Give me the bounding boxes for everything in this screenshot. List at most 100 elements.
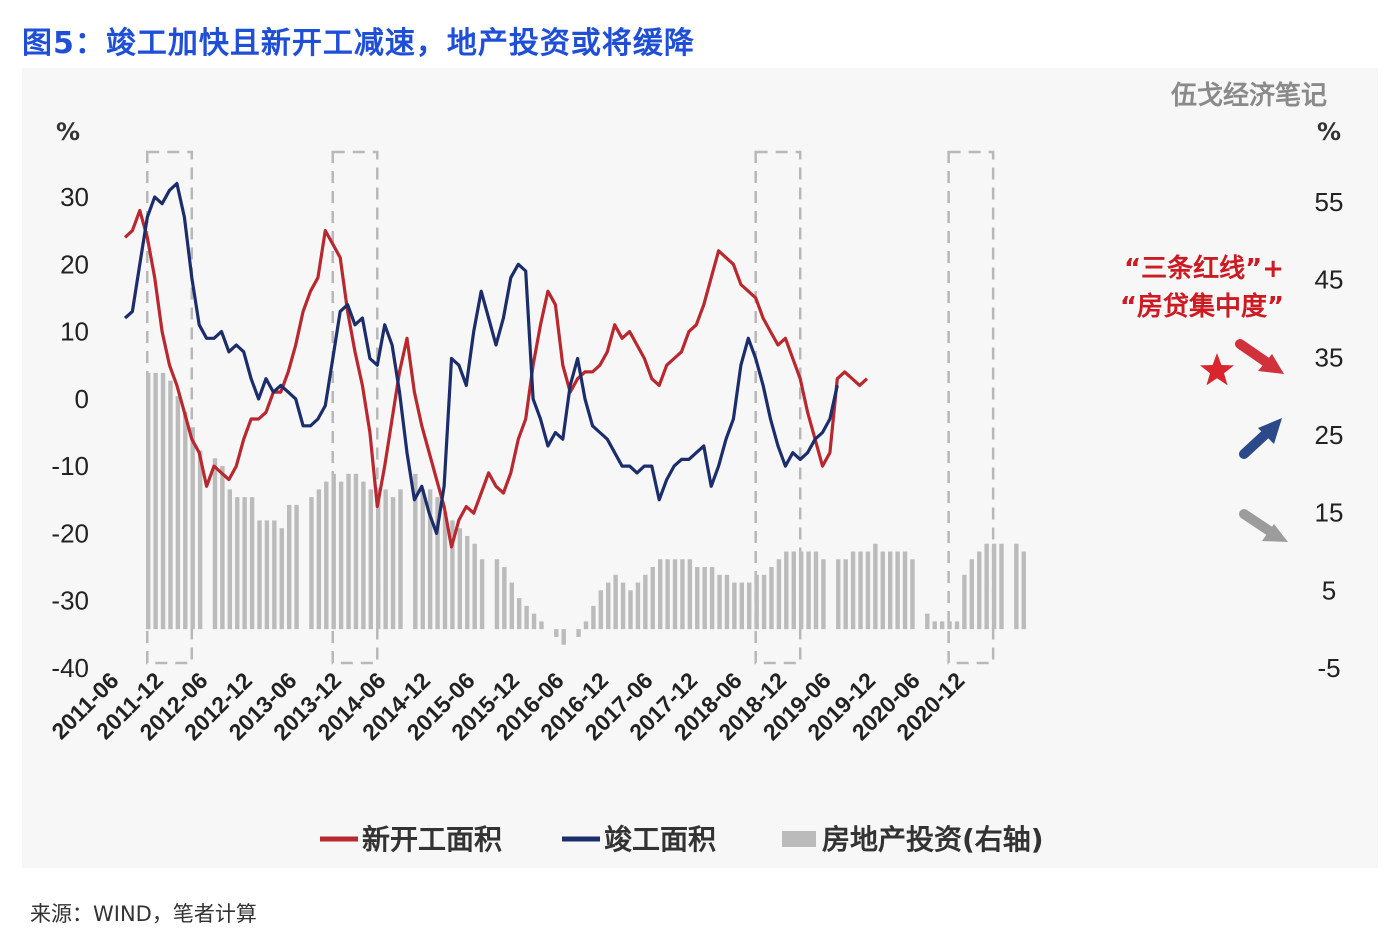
highlight-box-3 xyxy=(754,150,802,665)
watermark: 伍戈经济笔记 xyxy=(1171,80,1327,111)
left-axis-tick: 20 xyxy=(60,249,89,279)
completions-line xyxy=(123,181,839,535)
investment-bar xyxy=(761,574,767,630)
investment-bar xyxy=(1021,551,1026,630)
investment-bar xyxy=(709,567,715,630)
investment-bar xyxy=(539,621,544,630)
investment-bar xyxy=(836,559,841,630)
investment-bar xyxy=(153,372,158,630)
investment-bar xyxy=(264,520,270,630)
investment-bar xyxy=(413,473,418,630)
investment-bar xyxy=(665,559,670,630)
investment-bar xyxy=(591,605,596,630)
investment-bar xyxy=(383,489,388,630)
investment-bar xyxy=(739,582,744,630)
investment-bar xyxy=(932,621,937,630)
investment-bar xyxy=(628,590,633,630)
right-axis-tick: 55 xyxy=(1315,187,1344,217)
investment-bar xyxy=(457,528,463,630)
left-axis-tick: 10 xyxy=(60,317,89,347)
investment-bar xyxy=(865,551,871,630)
investment-bars xyxy=(146,372,1026,645)
new-starts-line xyxy=(123,208,869,549)
left-axis-tick: -20 xyxy=(51,518,89,548)
investment-bar xyxy=(442,512,448,630)
investment-bar xyxy=(361,481,366,630)
right-axis-tick: 15 xyxy=(1315,498,1344,528)
investment-bar xyxy=(242,497,247,630)
investment-bar xyxy=(531,613,537,630)
investment-bar xyxy=(695,567,700,630)
investment-bar xyxy=(613,574,618,630)
investment-bar xyxy=(390,497,396,630)
investment-bar xyxy=(190,427,195,630)
investment-bar xyxy=(435,497,440,630)
investment-bar xyxy=(724,574,730,630)
investment-bar xyxy=(680,559,685,630)
right-axis-tick: -5 xyxy=(1317,653,1340,683)
blue-arrow-icon xyxy=(1239,418,1282,459)
investment-bar xyxy=(902,551,908,630)
investment-bar xyxy=(925,613,930,630)
investment-bar xyxy=(561,629,566,645)
source-note: 来源：WIND，笔者计算 xyxy=(30,902,257,926)
investment-bar xyxy=(479,559,485,630)
investment-bar xyxy=(687,559,693,630)
investment-bar xyxy=(524,605,529,630)
investment-bar xyxy=(769,567,774,630)
legend-label-completions: 竣工面积 xyxy=(604,823,716,856)
annotation-line-2: “房贷集中度” xyxy=(1120,291,1284,322)
investment-bar xyxy=(984,543,989,630)
red-arrow-icon xyxy=(1235,339,1284,374)
investment-bar xyxy=(197,450,203,630)
investment-bar xyxy=(969,559,975,630)
combo-chart: 3020100-10-20-30-4055453525155-52011-062… xyxy=(46,80,1344,856)
right-axis-tick: 25 xyxy=(1315,420,1344,450)
investment-bar xyxy=(294,504,299,630)
investment-bar xyxy=(999,543,1004,630)
investment-bar xyxy=(747,582,752,630)
investment-bar xyxy=(331,473,336,630)
investment-bar xyxy=(784,551,789,630)
legend-swatch-investment xyxy=(782,831,816,847)
investment-bar xyxy=(346,473,351,630)
investment-bar xyxy=(494,559,500,630)
investment-bar xyxy=(880,551,885,630)
legend-label-investment: 房地产投资(右轴) xyxy=(822,823,1044,856)
investment-bar xyxy=(554,629,559,637)
investment-bar xyxy=(888,551,893,630)
investment-bar xyxy=(813,551,819,630)
left-axis-tick: -10 xyxy=(51,451,89,481)
investment-bar xyxy=(791,551,796,630)
investment-bar xyxy=(850,551,856,630)
investment-bar xyxy=(806,551,811,630)
figure-title: 图5：竣工加快且新开工减速，地产投资或将缓降 xyxy=(22,26,695,61)
investment-bar xyxy=(672,559,678,630)
area-lines xyxy=(123,181,869,549)
investment-bar xyxy=(910,559,915,630)
investment-bar xyxy=(1014,543,1019,630)
investment-bar xyxy=(717,574,722,630)
investment-bar xyxy=(146,372,151,630)
right-axis-tick: 45 xyxy=(1315,265,1344,295)
investment-bar xyxy=(509,582,514,630)
legend-label-new-starts: 新开工面积 xyxy=(362,823,502,856)
star-icon xyxy=(1200,353,1234,386)
investment-bar xyxy=(175,396,181,630)
left-axis-unit: % xyxy=(56,118,80,146)
investment-bar xyxy=(702,567,707,630)
investment-bar xyxy=(939,621,945,630)
investment-bar xyxy=(583,621,589,630)
investment-bar xyxy=(635,582,641,630)
investment-bar xyxy=(420,489,425,630)
investment-bar xyxy=(895,551,900,630)
investment-bar xyxy=(235,497,240,630)
investment-bar xyxy=(606,582,611,630)
annotation-line-1: “三条红线”+ xyxy=(1124,253,1284,284)
investment-bar xyxy=(843,559,848,630)
investment-bar xyxy=(257,520,262,630)
investment-bar xyxy=(947,621,952,630)
investment-bar xyxy=(598,590,604,630)
investment-bar xyxy=(309,497,314,630)
investment-bar xyxy=(168,380,173,630)
